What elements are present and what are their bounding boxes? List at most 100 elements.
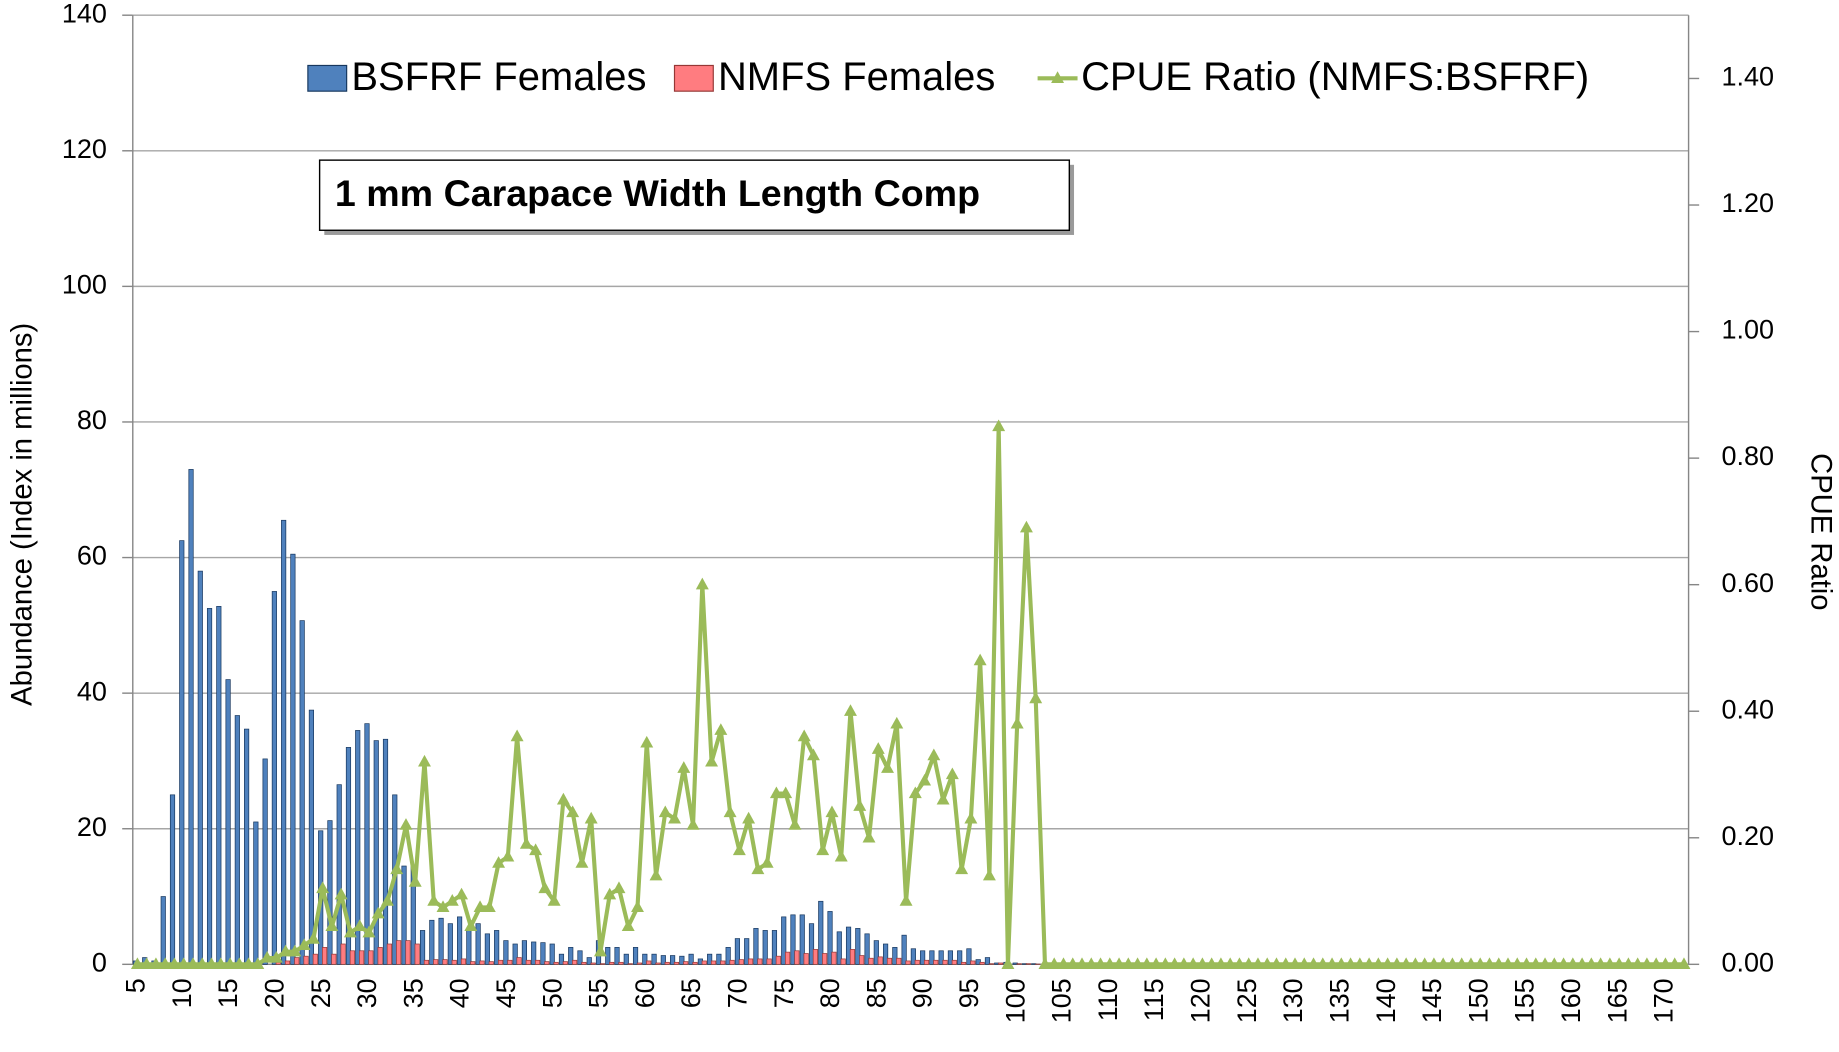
marker [371,906,385,919]
marker [668,811,682,824]
marker [353,919,367,932]
marker [927,748,941,761]
bar [914,959,920,965]
x-tick-label: 170 [1649,978,1679,1023]
marker [1483,957,1496,970]
bar [775,955,781,965]
bar [970,960,976,965]
bar [568,947,574,965]
bar [683,961,689,965]
bar [488,961,494,965]
marker [945,767,959,780]
bar [855,928,861,965]
x-tick-label: 60 [630,978,660,1008]
marker [195,957,209,970]
marker [1168,957,1182,970]
marker [1557,957,1571,970]
x-tick-label: 15 [213,978,243,1008]
bar [516,957,522,965]
marker [1445,957,1459,970]
x-tick-label: 25 [306,978,336,1008]
marker [343,925,357,938]
bar [692,961,698,965]
marker [1547,957,1561,970]
marker [1408,957,1422,970]
marker [575,856,589,868]
x-tick-label: 40 [445,978,475,1008]
marker [1427,957,1441,970]
bar [901,934,907,965]
marker [1362,957,1376,970]
bar [169,794,176,965]
marker [186,957,200,970]
y2-tick-label: 0.60 [1721,568,1774,598]
marker [380,894,394,906]
bar [627,963,633,965]
marker [269,950,283,963]
marker [436,900,450,913]
bar [544,961,550,965]
x-tick-label: 50 [537,978,567,1008]
bar [840,958,846,965]
bar [757,958,763,965]
bar [179,540,185,965]
bar [957,950,963,965]
x-tick-label: 140 [1371,978,1401,1023]
bar [336,784,342,965]
bar [812,949,818,965]
bar [642,953,648,965]
bar [670,955,676,965]
marker [964,811,978,824]
bar [896,957,902,965]
bar [803,953,809,965]
marker [1390,957,1404,970]
marker [1501,957,1515,970]
marker [529,843,543,856]
bar [734,938,740,965]
bar [636,962,643,965]
bar [234,715,240,965]
marker [214,957,228,970]
marker [1140,957,1154,970]
marker [1121,957,1135,970]
bar [886,957,893,965]
y2-tick-label: 1.40 [1721,62,1774,92]
marker [1232,957,1246,970]
bar [290,553,296,965]
marker [1575,957,1589,970]
bar [910,948,916,965]
marker [279,944,293,957]
bar [521,940,527,965]
marker [1371,957,1385,970]
marker [1529,957,1543,970]
bar [497,959,504,965]
y-tick-label: 140 [62,0,107,28]
y2-axis-label: CPUE Ratio [1804,453,1837,610]
y-axis-label: Abundance (Index in millions) [5,323,38,706]
bar [405,940,411,965]
legend-swatch [673,64,714,92]
marker [918,773,932,786]
marker [1177,957,1191,970]
bar [284,960,291,965]
marker [844,704,857,716]
bar [321,947,328,965]
marker [445,894,459,906]
marker [167,957,181,970]
marker [973,653,987,666]
bar [951,959,957,965]
bar [738,959,744,965]
x-tick-label: 95 [954,978,984,1008]
marker [232,957,246,970]
bar [345,747,352,965]
y2-tick-label: 0.80 [1721,441,1774,471]
x-tick-label: 145 [1417,978,1447,1023]
bar [984,957,991,965]
bar [586,957,592,965]
marker [1195,957,1209,970]
bar [771,930,778,965]
marker [1001,957,1015,970]
marker [492,856,506,868]
marker [1270,957,1283,970]
